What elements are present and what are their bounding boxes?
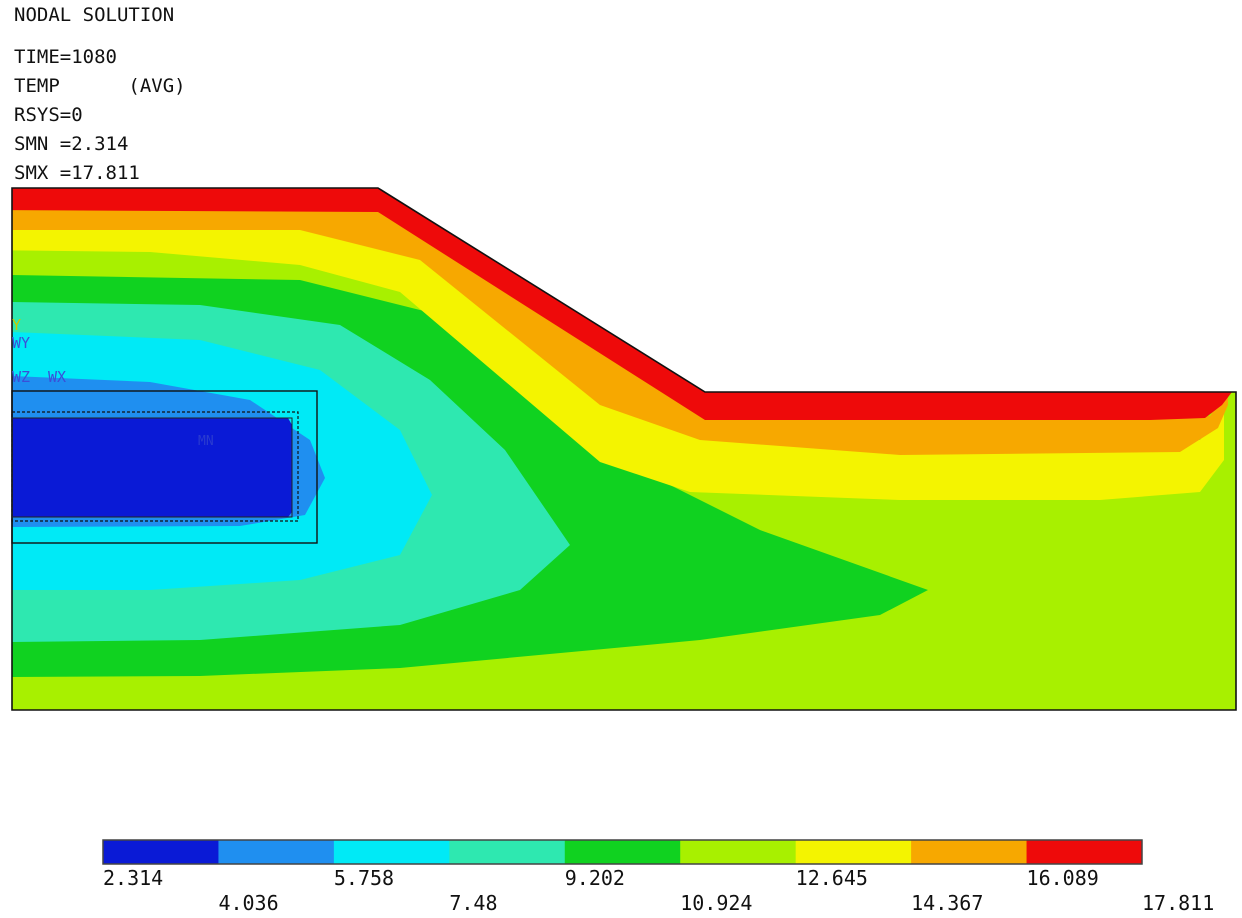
contour-band-7 xyxy=(12,228,1224,500)
triad-y-label: Y xyxy=(12,316,22,334)
legend-swatch-6 xyxy=(680,840,797,864)
legend-swatch-7 xyxy=(795,840,912,864)
smx-label: SMX =17.811 xyxy=(14,162,140,184)
temperature-contours xyxy=(12,188,1236,710)
triad-wy-label: WY xyxy=(12,334,31,352)
legend-swatch-2 xyxy=(218,840,335,864)
legend-level-label: 5.758 xyxy=(333,866,395,890)
legend-level-label: 14.367 xyxy=(911,891,984,915)
legend-level-label: 17.811 xyxy=(1142,891,1215,915)
legend-level-label: 12.645 xyxy=(795,866,868,890)
legend-frame xyxy=(102,839,1143,865)
legend-color-bar xyxy=(103,840,1143,864)
smn-label: SMN =2.314 xyxy=(14,133,129,155)
legend-swatch-9 xyxy=(1026,840,1143,864)
legend-level-label: 7.48 xyxy=(449,891,498,915)
triad-wz-label: WZ xyxy=(12,368,31,386)
contour-band-8 xyxy=(12,208,1228,455)
legend-level-label: 16.089 xyxy=(1026,866,1099,890)
legend-swatch-4 xyxy=(449,840,566,864)
legend-level-label: 9.202 xyxy=(564,866,625,890)
tunnel-inner-boundary xyxy=(11,417,293,518)
legend-swatch-1 xyxy=(103,840,219,864)
legend-level-label: 4.036 xyxy=(218,891,279,915)
legend-swatch-5 xyxy=(564,840,681,864)
time-label: TIME=1080 xyxy=(14,46,117,68)
model-outline xyxy=(11,187,1237,711)
triad-wx-label: WX xyxy=(48,368,67,386)
legend-swatch-3 xyxy=(333,840,450,864)
min-marker: MN xyxy=(198,434,214,449)
result-label: TEMP (AVG) xyxy=(14,75,186,97)
plot-title: NODAL SOLUTION xyxy=(14,4,175,26)
contour-band-1 xyxy=(12,418,292,517)
legend-level-label: 2.314 xyxy=(103,866,164,890)
rsys-label: RSYS=0 xyxy=(14,104,83,126)
legend-swatch-8 xyxy=(911,840,1028,864)
legend-level-label: 10.924 xyxy=(680,891,753,915)
